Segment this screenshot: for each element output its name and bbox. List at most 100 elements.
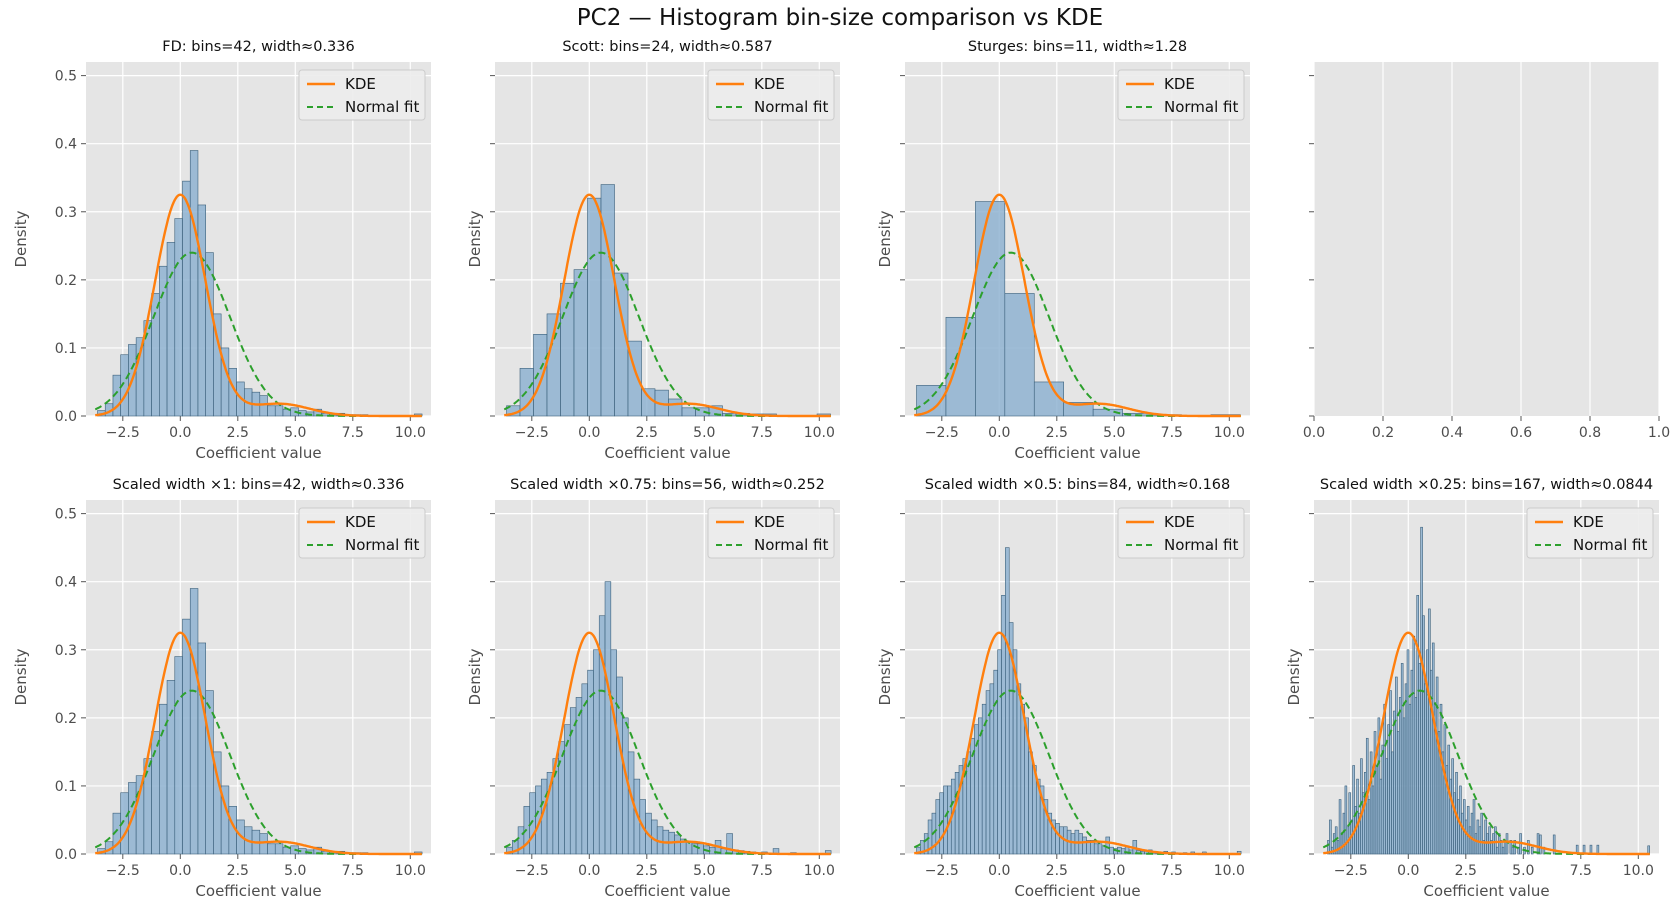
subplot-4: 0.0 0.2 0.4 0.6 0.8 1.0 [1303,62,1670,441]
histogram-bar [1097,843,1103,855]
histogram-bar [1055,823,1060,855]
histogram-bar [1028,751,1033,855]
histogram-bar [1033,381,1065,417]
legend-normal-label: Normal fit [1164,98,1238,116]
histogram-bars [916,201,1241,417]
y-axis-label: Density [466,648,484,705]
legend-kde-label: KDE [754,75,785,93]
y-axis-label: Density [466,210,484,267]
histogram-bar [197,642,206,855]
histogram-bar [581,683,588,855]
histogram-bar [189,588,199,855]
histogram-bar [587,197,602,417]
legend-normal-label: Normal fit [754,536,828,554]
histogram-bar [151,293,160,417]
legend-normal-label: Normal fit [1573,536,1647,554]
histogram-bar [1480,812,1484,855]
y-tick-label: 0.4 [55,575,77,591]
histogram-bar [1647,845,1650,855]
histogram-bar [1004,293,1035,417]
y-tick-label: 0.0 [55,409,77,425]
histogram-bar [1093,843,1099,855]
x-tick-label: 7.5 [1570,863,1592,879]
histogram-bar [1005,547,1010,855]
x-tick-label: 0.0 [1397,863,1419,879]
legend-normal-label: Normal fit [754,98,828,116]
subplot-title: Scaled width ×0.75: bins=56, width≈0.252 [510,477,825,493]
kde-curve [914,193,1241,418]
x-tick-label: 7.5 [1161,863,1183,879]
legend: KDE Normal fit [1117,507,1245,559]
histogram-bar [189,150,199,417]
histogram-bar [604,581,612,855]
histogram-bar [174,656,183,855]
histogram-bar [935,799,940,855]
histogram-bar [1472,799,1476,855]
histogram-bar [981,703,987,855]
histogram-bar [978,717,983,855]
histogram-bar [259,833,268,855]
normal-fit-curve [1322,689,1650,855]
subplot-6: −2.5 0.0 2.5 5.0 7.5 10.0 Scaled width ×0.75: … [466,477,840,900]
histogram-bar [569,707,577,855]
histogram-bar [1070,833,1076,855]
y-axis-label: Density [1285,648,1303,705]
histogram-bar [558,741,565,855]
normal-fit-curve [913,689,1241,855]
histogram-bar [1105,836,1111,855]
x-tick-label: 7.5 [751,863,773,879]
legend: KDE Normal fit [1526,507,1654,559]
x-axis-label: Coefficient value [1014,444,1140,462]
x-tick-label: 10.0 [1214,425,1245,441]
histogram-bar [681,407,696,417]
normal-fit-curve [913,251,1241,417]
x-tick-label: 2.5 [1046,863,1068,879]
kde-curve [914,631,1241,856]
histogram-bar [1530,846,1534,855]
x-tick-label: 0.0 [578,425,600,441]
subplot-3: −2.5 0.0 2.5 5.0 7.5 10.0 Sturges: bins=11, wi… [876,39,1250,462]
histogram-bar [1338,799,1342,855]
subplot-5: 0.0 0.1 0.2 0.3 0.4 0.5 −2.5 0.0 2.5 5.0 7.5 10.0 Sc… [12,477,431,900]
legend-kde-label: KDE [1164,75,1195,93]
x-tick-label: 10.0 [395,425,426,441]
x-tick-label: 5.0 [284,863,306,879]
histogram-bar [267,405,276,417]
kde-curve [504,631,831,856]
x-tick-label: 0.2 [1372,425,1394,441]
normal-fit-curve [94,251,422,417]
x-tick-label: 5.0 [1103,863,1125,879]
histogram-bar [945,316,976,417]
normal-fit-curve [94,689,422,855]
histogram-bar [610,649,617,855]
subplot-title: Sturges: bins=11, width≈1.28 [968,39,1187,55]
x-tick-label: 2.5 [227,425,249,441]
x-tick-label: 7.5 [342,863,364,879]
histogram-bar [616,676,623,855]
subplot-title: Scaled width ×1: bins=42, width≈0.336 [113,477,405,493]
axes-background [1314,62,1659,416]
histogram-bars [916,547,1242,855]
x-tick-label: −2.5 [106,863,140,879]
histogram-bar [151,731,160,855]
subplot-title: Scaled width ×0.5: bins=84, width≈0.168 [925,477,1231,493]
x-tick-label: −2.5 [106,425,140,441]
histogram-bar [1059,826,1064,855]
x-tick-label: 0.0 [988,425,1010,441]
legend: KDE Normal fit [707,507,835,559]
legend: KDE Normal fit [298,507,426,559]
legend-kde-label: KDE [345,513,376,531]
normal-fit-curve [503,251,831,417]
x-tick-label: −2.5 [925,425,959,441]
x-axis-label: Coefficient value [604,882,730,900]
y-tick-label: 0.1 [55,341,77,357]
kde-curve [95,193,422,418]
histogram-bars [97,150,423,417]
histogram-bar [997,649,1002,855]
subplot-title: FD: bins=42, width≈0.336 [162,39,354,55]
figure-title: PC2 — Histogram bin-size comparison vs K… [577,5,1103,31]
histogram-bar [668,398,683,417]
x-axis-label: Coefficient value [1423,882,1549,900]
x-tick-label: 0.0 [169,863,191,879]
x-tick-label: 10.0 [395,863,426,879]
